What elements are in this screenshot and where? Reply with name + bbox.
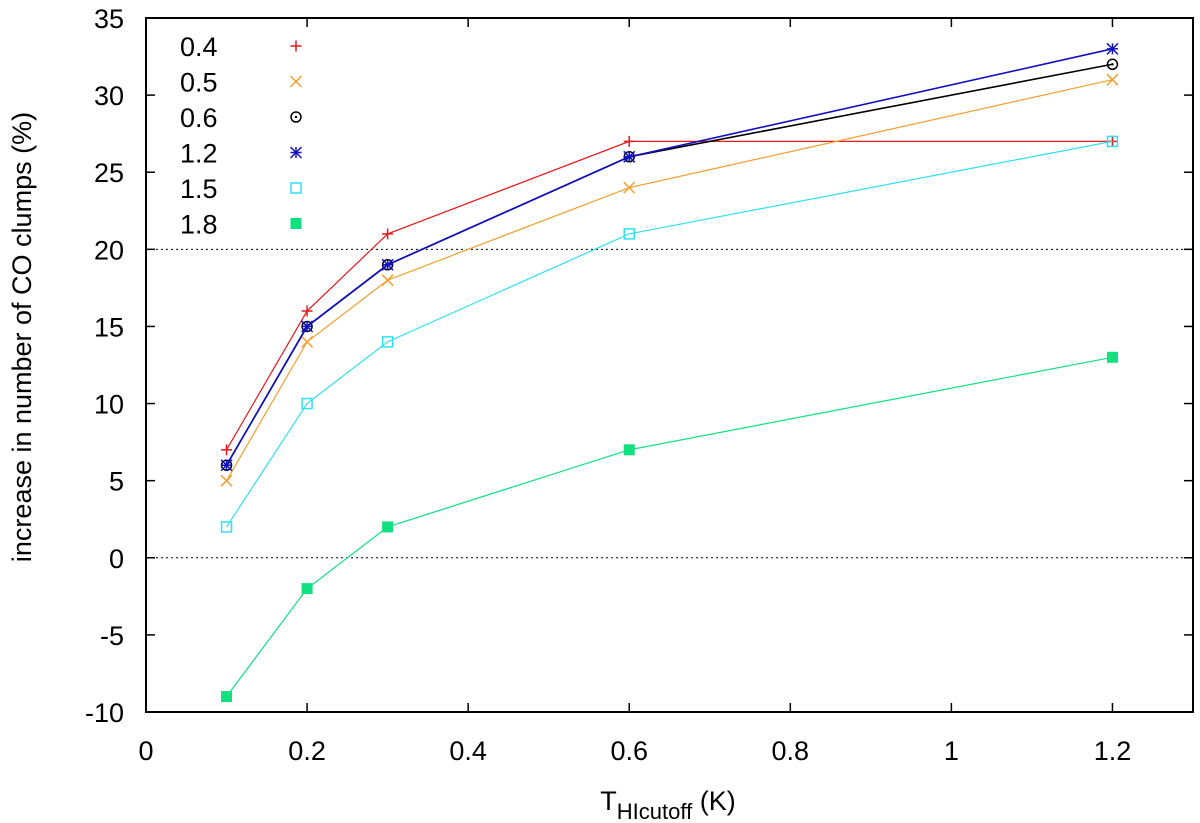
data-point — [221, 691, 233, 703]
data-point — [623, 150, 636, 163]
y-tick-label: 10 — [94, 390, 124, 420]
data-point — [623, 228, 635, 240]
legend-label: 1.2 — [180, 139, 218, 169]
legend-item: 0.6 — [180, 103, 302, 133]
series-line — [226, 140, 1113, 528]
data-point — [220, 474, 233, 487]
y-tick-label: 15 — [94, 312, 124, 342]
series-line — [225, 48, 1113, 466]
legend-marker — [290, 40, 302, 52]
ticks-layer: -10 -5 0 5 10 15 20 25 30 35 0 0.2 0.4 0.6 0.8 1 1.2 — [85, 4, 1193, 766]
data-point — [1106, 58, 1119, 71]
x-axis-label-subscript: HIcutoff — [617, 799, 693, 823]
data-point — [623, 181, 636, 194]
x-tick-label: 1.2 — [1094, 736, 1132, 766]
x-tick-label: 1 — [944, 736, 959, 766]
legend-item: 1.5 — [180, 174, 302, 204]
legend-label: 0.4 — [180, 32, 218, 62]
series-0.4 — [221, 135, 1118, 456]
x-tick-label: 0.2 — [288, 736, 326, 766]
y-tick-label: 0 — [109, 544, 124, 574]
x-axis-label-units: (K) — [692, 786, 736, 816]
x-axis-label: THIcutoff (K) — [600, 786, 735, 823]
legend-label: 0.6 — [180, 103, 218, 133]
data-point — [301, 397, 313, 410]
series-1.5 — [220, 135, 1119, 533]
x-axis-label-main: T — [600, 786, 617, 816]
series-line — [225, 63, 1113, 466]
legend-item: 0.5 — [180, 68, 303, 98]
legend-marker — [290, 182, 302, 194]
series-1.8 — [221, 351, 1118, 703]
data-point — [1106, 135, 1118, 147]
data-point — [381, 258, 394, 271]
data-point — [381, 336, 394, 348]
data-point — [382, 521, 394, 533]
x-tick-label: 0.4 — [449, 736, 487, 766]
legend-marker — [290, 111, 302, 123]
legend-label: 1.5 — [180, 174, 218, 204]
legend-item: 1.2 — [180, 139, 303, 169]
y-tick-label: 5 — [109, 467, 124, 497]
legend-marker — [290, 218, 302, 229]
legend-marker — [289, 146, 303, 159]
x-tick-label: 0 — [138, 736, 153, 766]
data-point — [382, 228, 394, 240]
data-point — [301, 335, 314, 348]
data-point — [221, 444, 233, 456]
data-point — [1106, 73, 1119, 86]
data-point — [623, 444, 635, 456]
plot-frame — [145, 17, 1194, 713]
series-line — [226, 140, 1113, 451]
data-point — [1106, 42, 1119, 55]
legend-marker — [289, 75, 303, 88]
data-point — [220, 521, 233, 533]
data-point — [1106, 351, 1118, 363]
data-point — [301, 320, 314, 333]
series-line — [226, 356, 1113, 697]
legend: 0.4 0.5 0.6 1.2 1.5 1.8 — [180, 32, 303, 240]
y-tick-label: 20 — [94, 235, 124, 265]
y-tick-label: 30 — [94, 81, 124, 111]
x-tick-label: 0.6 — [610, 736, 648, 766]
x-tick-label: 0.8 — [772, 736, 810, 766]
legend-label: 1.8 — [180, 210, 218, 240]
series-line — [226, 79, 1113, 481]
legend-item: 0.4 — [180, 32, 302, 62]
data-point — [301, 305, 313, 317]
y-tick-label: 35 — [94, 4, 124, 34]
data-point — [301, 583, 313, 595]
y-tick-label: -10 — [85, 698, 124, 728]
y-axis-label: increase in number of CO clumps (%) — [7, 112, 37, 562]
y-tick-label: 25 — [94, 158, 124, 188]
y-tick-label: -5 — [100, 621, 124, 651]
data-point — [220, 459, 233, 472]
legend-item: 1.8 — [180, 210, 302, 240]
legend-label: 0.5 — [180, 68, 218, 98]
series-0.5 — [220, 73, 1119, 487]
series-1.2 — [220, 42, 1119, 472]
data-point — [381, 274, 394, 287]
data-point — [623, 135, 635, 147]
reference-lines — [146, 248, 1193, 559]
data-point — [1106, 135, 1119, 148]
series-layer — [220, 42, 1119, 703]
